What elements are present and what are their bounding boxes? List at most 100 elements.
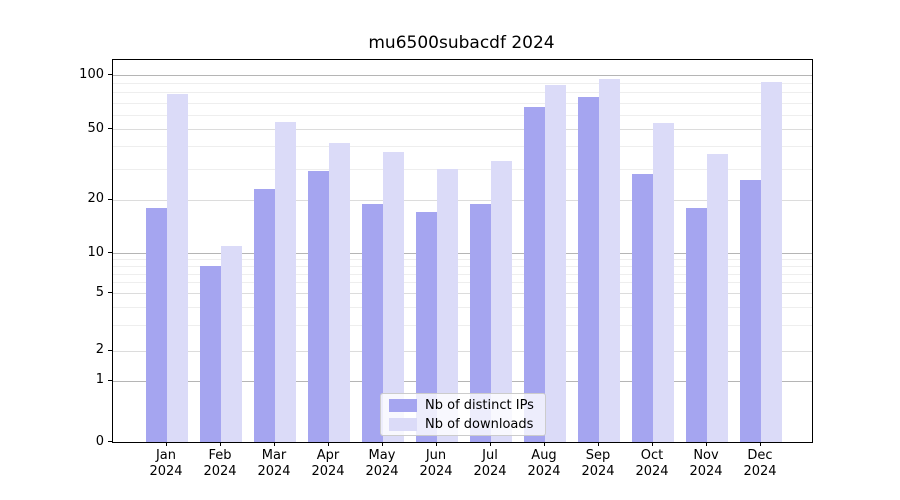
minor-gridline	[113, 103, 812, 104]
bar-ips-dec	[740, 180, 761, 442]
minor-gridline	[113, 325, 812, 326]
x-tick	[490, 442, 491, 446]
y-tick	[108, 350, 112, 351]
bar-downloads-apr	[329, 143, 350, 442]
y-tick-label: 50	[87, 121, 104, 136]
minor-gridline	[113, 169, 812, 170]
y-tick-label: 1	[95, 372, 104, 387]
x-tick-month: May	[368, 448, 396, 463]
x-tick	[544, 442, 545, 446]
x-tick-label: Mar 2024	[247, 448, 301, 480]
minor-gridline	[113, 83, 812, 84]
x-tick-label: Nov 2024	[679, 448, 733, 480]
bar-downloads-mar	[275, 122, 296, 442]
x-tick	[274, 442, 275, 446]
bar-downloads-jun	[437, 169, 458, 442]
x-tick-month: Jun	[425, 448, 447, 463]
major-gridline	[113, 381, 812, 382]
y-tick	[108, 441, 112, 442]
x-tick-label: Dec 2024	[733, 448, 787, 480]
x-tick-year: 2024	[311, 464, 345, 479]
legend-item-downloads: Nb of downloads	[389, 417, 537, 432]
x-tick-year: 2024	[203, 464, 237, 479]
major-gridline	[113, 75, 812, 76]
x-tick-label: Jul 2024	[463, 448, 517, 480]
x-tick-year: 2024	[689, 464, 723, 479]
x-tick-label: Oct 2024	[625, 448, 679, 480]
x-tick-label: Apr 2024	[301, 448, 355, 480]
x-tick	[652, 442, 653, 446]
minor-gridline	[113, 92, 812, 93]
y-tick-label: 5	[95, 285, 104, 300]
x-tick	[760, 442, 761, 446]
x-tick	[436, 442, 437, 446]
bar-downloads-jan	[167, 94, 188, 442]
x-tick-month: Jul	[482, 448, 498, 463]
x-tick	[328, 442, 329, 446]
y-tick	[108, 252, 112, 253]
bar-ips-jul	[470, 204, 491, 442]
y-tick-label: 0	[95, 434, 104, 449]
y-tick-label: 100	[79, 67, 104, 82]
x-tick-month: Jan	[155, 448, 177, 463]
x-tick-label: May 2024	[355, 448, 409, 480]
bar-downloads-sep	[599, 79, 620, 442]
legend-label-distinct-ips: Nb of distinct IPs	[425, 397, 534, 413]
x-tick-year: 2024	[365, 464, 399, 479]
bar-downloads-feb	[221, 246, 242, 442]
x-tick-year: 2024	[635, 464, 669, 479]
x-tick-year: 2024	[473, 464, 507, 479]
x-tick	[220, 442, 221, 446]
x-tick-month: Aug	[531, 448, 557, 463]
major-gridline	[113, 293, 812, 294]
y-tick	[108, 292, 112, 293]
bar-ips-may	[362, 204, 383, 442]
plot-area: Nb of distinct IPs Nb of downloads	[112, 59, 813, 443]
x-tick-label: Jan 2024	[139, 448, 193, 480]
x-tick-year: 2024	[527, 464, 561, 479]
bar-downloads-jul	[491, 161, 512, 442]
legend: Nb of distinct IPs Nb of downloads	[380, 393, 546, 436]
bar-downloads-aug	[545, 85, 566, 442]
y-tick	[108, 128, 112, 129]
x-tick-label: Sep 2024	[571, 448, 625, 480]
minor-gridline	[113, 115, 812, 116]
x-tick-label: Feb 2024	[193, 448, 247, 480]
x-tick-year: 2024	[743, 464, 777, 479]
bar-downloads-dec	[761, 82, 782, 442]
legend-swatch-distinct-ips	[389, 398, 417, 412]
legend-swatch-downloads	[389, 417, 417, 431]
bar-ips-jun	[416, 212, 437, 442]
y-tick-label: 10	[87, 245, 104, 260]
minor-gridline	[113, 282, 812, 283]
x-tick-month: Mar	[261, 448, 287, 463]
major-gridline	[113, 253, 812, 254]
bar-ips-oct	[632, 174, 653, 442]
bar-ips-nov	[686, 208, 707, 442]
x-tick	[706, 442, 707, 446]
bar-ips-jan	[146, 208, 167, 442]
x-tick-month: Nov	[693, 448, 719, 463]
y-tick	[108, 380, 112, 381]
major-gridline	[113, 200, 812, 201]
x-tick-label: Aug 2024	[517, 448, 571, 480]
x-tick	[598, 442, 599, 446]
x-tick-year: 2024	[257, 464, 291, 479]
minor-gridline	[113, 266, 812, 267]
x-tick-month: Oct	[640, 448, 664, 463]
minor-gridline	[113, 146, 812, 147]
y-tick	[108, 74, 112, 75]
minor-gridline	[113, 259, 812, 260]
bar-ips-sep	[578, 97, 599, 442]
bar-downloads-may	[383, 152, 404, 442]
legend-label-downloads: Nb of downloads	[425, 416, 534, 432]
x-tick-month: Sep	[585, 448, 611, 463]
chart-title: mu6500subacdf 2024	[368, 33, 555, 53]
y-tick-label: 2	[95, 342, 104, 357]
y-tick	[108, 199, 112, 200]
bar-ips-aug	[524, 107, 545, 442]
minor-gridline	[113, 307, 812, 308]
minor-gridline	[113, 274, 812, 275]
y-tick-label: 20	[87, 191, 104, 206]
